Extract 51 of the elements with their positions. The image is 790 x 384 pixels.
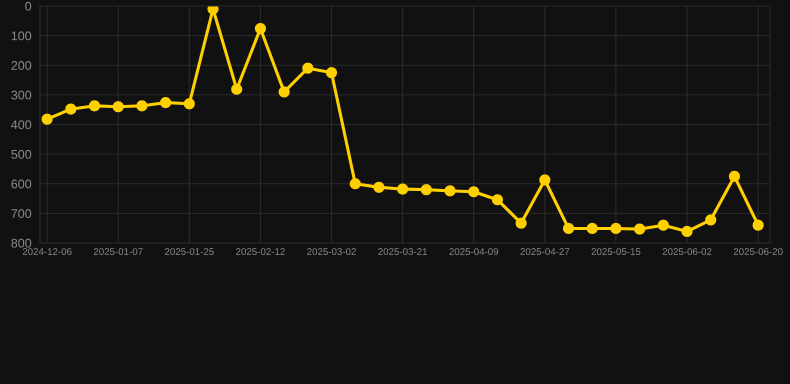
point xyxy=(420,184,432,196)
point xyxy=(254,22,266,34)
point xyxy=(516,218,527,229)
y-tick-label: 500 xyxy=(11,150,32,159)
point xyxy=(88,100,100,112)
point xyxy=(302,62,314,74)
y-tick-label: 100 xyxy=(12,31,32,40)
y-tick-label: 0 xyxy=(25,2,32,11)
y-tick-label: 300 xyxy=(11,90,32,100)
point xyxy=(42,114,53,125)
x-tick-label: 2025-01-25 xyxy=(164,248,214,255)
point xyxy=(681,226,693,237)
point xyxy=(728,170,740,182)
point xyxy=(539,174,550,186)
point xyxy=(278,86,290,98)
point xyxy=(468,186,480,198)
point xyxy=(610,222,622,234)
point xyxy=(160,97,172,108)
point xyxy=(658,220,669,231)
point xyxy=(373,182,384,193)
y-tick-label: 700 xyxy=(11,209,32,218)
x-tick-label: 2025-06-02 xyxy=(662,248,712,255)
x-tick-label: 2024-12-06 xyxy=(22,248,72,255)
point xyxy=(231,84,242,95)
point xyxy=(207,6,219,15)
point xyxy=(562,222,574,234)
point xyxy=(65,104,76,115)
point xyxy=(444,185,456,196)
point xyxy=(705,214,716,226)
point xyxy=(326,67,338,78)
point xyxy=(492,194,503,206)
x-tick-label: 2025-05-15 xyxy=(592,248,640,255)
point xyxy=(752,220,764,231)
y-tick-label: 800 xyxy=(11,238,32,248)
point xyxy=(136,100,148,112)
y-tick-label: 200 xyxy=(11,61,32,70)
x-tick-label: 2025-03-02 xyxy=(307,248,356,255)
x-tick-label: 2025-04-09 xyxy=(449,248,498,255)
y-tick-label: 400 xyxy=(11,120,32,130)
y-tick-label: 600 xyxy=(11,180,32,188)
x-tick-label: 2025-03-21 xyxy=(378,248,428,255)
point xyxy=(586,222,598,234)
point xyxy=(112,101,124,112)
x-tick-label: 2025-01-07 xyxy=(94,248,143,255)
point xyxy=(397,184,408,195)
x-tick-label: 2025-06-20 xyxy=(734,248,783,255)
x-tick-label: 2025-02-12 xyxy=(236,248,285,255)
point xyxy=(184,98,195,110)
point xyxy=(350,178,361,190)
x-tick-label: 2025-04-27 xyxy=(520,248,570,255)
point xyxy=(634,224,646,235)
